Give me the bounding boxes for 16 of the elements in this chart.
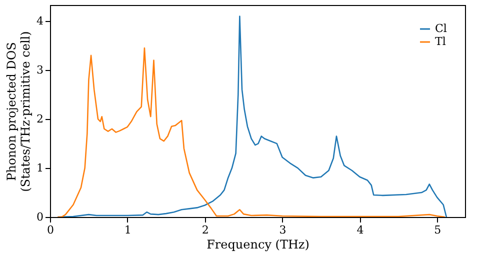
x-tick-label: 2	[202, 224, 209, 236]
y-tick-label: 3	[36, 64, 44, 77]
x-tick-label: 4	[356, 224, 364, 236]
x-axis-title: Frequency (THz)	[206, 238, 310, 252]
y-tick-label: 2	[36, 112, 44, 126]
y-tick-label: 0	[36, 210, 44, 224]
x-tick-label: 3	[279, 224, 286, 236]
y-tick-label: 1	[36, 162, 44, 175]
legend-label: Tl	[435, 35, 446, 48]
y-axis-title: Phonon projected DOS (States/THz·primitive cell)	[4, 31, 32, 192]
x-tick-label: 5	[434, 224, 442, 236]
x-tick-label: 0	[47, 224, 54, 236]
legend-label: Cl	[435, 22, 448, 35]
line-series	[57, 47, 446, 217]
x-tick-label: 1	[124, 224, 132, 236]
y-tick-label: 4	[36, 14, 44, 28]
